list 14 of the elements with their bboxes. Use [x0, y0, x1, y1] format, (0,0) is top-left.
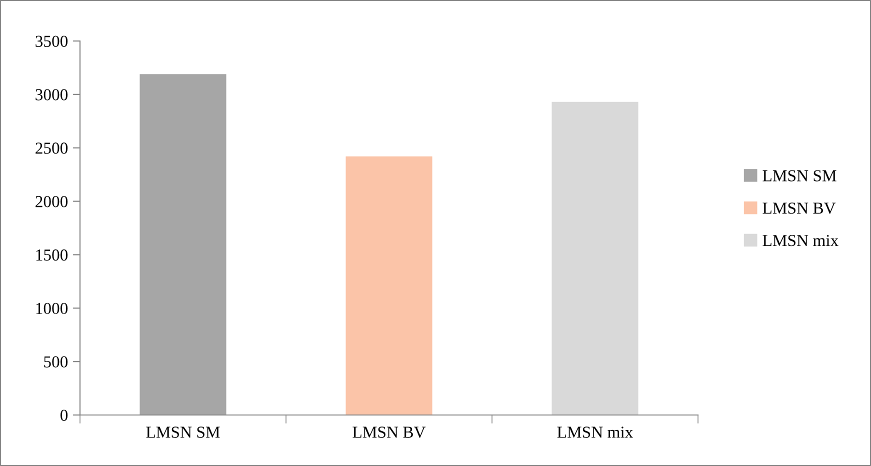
x-tick-label: LMSN mix: [557, 426, 633, 438]
y-tick-label: 3000: [36, 89, 68, 100]
x-tick-label: LMSN SM: [146, 426, 220, 438]
y-tick-label: 2500: [36, 142, 68, 154]
y-tick-label: 0: [60, 410, 68, 421]
legend-label: LMSN mix: [762, 234, 838, 246]
y-tick-label: 2000: [36, 196, 68, 208]
y-tick-label: 1500: [36, 249, 68, 261]
y-tick-label: 3500: [36, 36, 68, 47]
y-tick-label: 1000: [36, 302, 68, 314]
legend-label: LMSN BV: [762, 202, 836, 214]
legend-label: LMSN SM: [762, 170, 836, 182]
y-tick-label: 500: [44, 356, 68, 368]
x-tick-label: LMSN BV: [352, 426, 426, 438]
